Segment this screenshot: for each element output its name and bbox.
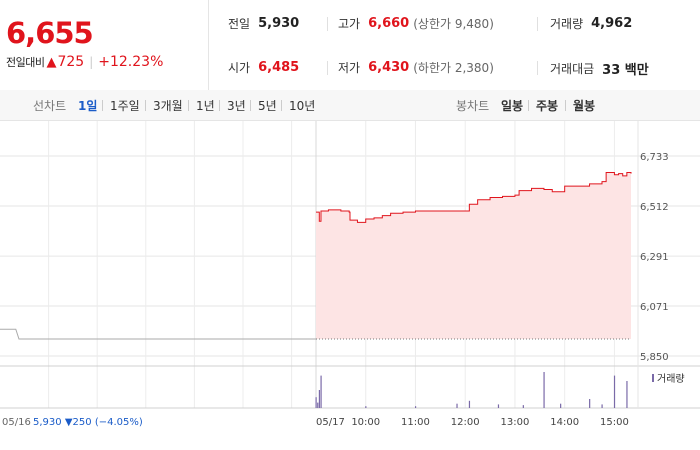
prev-day-date: 05/16 — [2, 417, 31, 428]
stat-value: 6,430 — [368, 60, 410, 75]
volume-bar — [601, 404, 603, 408]
stat-turnover: 거래대금 33 백만 — [550, 59, 649, 78]
stat-high: 고가 6,660 (상한가 9,480) — [338, 15, 494, 32]
tab-divider — [565, 100, 566, 111]
stats-panel: 전일 5,930 고가 6,660 (상한가 9,480) 거래량 4,962 … — [209, 0, 700, 90]
prev-day-summary: 5,930 ▼250 (−4.05%) — [33, 417, 143, 428]
tab-1w[interactable]: 1주일 — [110, 99, 140, 113]
x-tick-label: 14:00 — [550, 417, 579, 428]
change-row: 전일대비 ▲ 725 | +12.23% — [6, 54, 163, 70]
tab-10y[interactable]: 10년 — [289, 99, 316, 113]
change-divider: | — [89, 55, 94, 69]
volume-bar — [497, 404, 500, 408]
stat-value: 33 백만 — [602, 63, 649, 78]
volume-bar — [543, 372, 545, 408]
quote-header: 6,655 전일대비 ▲ 725 | +12.23% 전일 5,930 고가 6… — [0, 0, 700, 91]
prev-day-line — [0, 328, 316, 340]
today-price-line — [316, 172, 632, 223]
y-tick-label: 6,512 — [640, 202, 669, 213]
lower-limit: (하한가 2,380) — [413, 61, 494, 75]
upper-limit: (상한가 9,480) — [413, 17, 494, 31]
tab-3y[interactable]: 3년 — [227, 99, 246, 113]
stat-prev-close: 전일 5,930 — [228, 15, 299, 32]
tab-divider — [188, 100, 189, 111]
tab-divider — [281, 100, 282, 111]
volume-bar — [318, 390, 321, 408]
x-tick-label: 10:00 — [351, 417, 380, 428]
volume-bar — [456, 403, 458, 408]
tab-weekly[interactable]: 주봉 — [536, 99, 559, 113]
volume-legend-swatch — [652, 374, 654, 382]
stat-open: 시가 6,485 — [228, 59, 299, 76]
prev-day-close: 5,930 — [33, 417, 62, 428]
tab-1d[interactable]: 1일 — [78, 99, 98, 113]
change-amount: 725 — [57, 54, 85, 70]
stat-label: 거래량 — [550, 17, 584, 31]
volume-bar — [522, 405, 524, 408]
price-chart: 6,733 6,512 6,291 6,071 5,850 거래량 05/17 10:00… — [0, 121, 700, 428]
divider — [537, 17, 538, 31]
volume-bar — [613, 375, 616, 408]
volume-bar — [414, 406, 417, 408]
stat-volume: 거래량 4,962 — [550, 15, 632, 32]
x-tick-label: 13:00 — [501, 417, 530, 428]
price-box: 6,655 전일대비 ▲ 725 | +12.23% — [0, 0, 209, 90]
y-tick-label: 6,733 — [640, 152, 669, 163]
tab-divider — [250, 100, 251, 111]
tab-daily[interactable]: 일봉 — [501, 99, 524, 113]
volume-bar — [365, 406, 367, 408]
x-tick-label: 05/17 — [316, 417, 345, 428]
tab-3m[interactable]: 3개월 — [153, 99, 183, 113]
stat-label: 전일 — [228, 17, 251, 31]
tab-divider — [219, 100, 220, 111]
change-label: 전일대비 — [6, 56, 45, 69]
prev-day-change: 250 — [73, 417, 92, 428]
stat-label: 저가 — [338, 61, 361, 75]
line-chart-title: 선차트 — [33, 99, 67, 113]
tab-divider — [528, 100, 529, 111]
stat-label: 고가 — [338, 17, 361, 31]
volume-bar — [468, 400, 471, 408]
volume-legend-label: 거래량 — [657, 373, 685, 385]
stat-label: 시가 — [228, 61, 251, 75]
volume-bar — [320, 375, 322, 408]
volume-bar — [317, 402, 319, 408]
volume-bars — [315, 372, 628, 408]
divider — [327, 17, 328, 31]
x-tick-label: 12:00 — [451, 417, 480, 428]
up-arrow-icon: ▲ — [46, 54, 57, 70]
volume-bar — [560, 403, 562, 408]
volume-bar — [626, 381, 628, 408]
prev-day-change-pct: (−4.05%) — [95, 417, 143, 428]
y-axis-labels: 6,733 6,512 6,291 6,071 5,850 — [640, 152, 669, 363]
x-axis-labels: 05/17 10:00 11:00 12:00 13:00 14:00 15:00 — [316, 417, 629, 428]
stat-value: 5,930 — [258, 16, 300, 31]
chart-tabs: 선차트 1일 1주일 3개월 1년 3년 5년 10년 봉차트 일봉 주봉 월봉 — [0, 90, 700, 121]
price-area — [316, 172, 631, 340]
tab-1y[interactable]: 1년 — [196, 99, 215, 113]
stat-value: 6,660 — [368, 16, 410, 31]
y-tick-label: 6,071 — [640, 302, 669, 313]
tab-divider — [145, 100, 146, 111]
tab-divider — [102, 100, 103, 111]
volume-bar — [315, 397, 317, 408]
divider — [327, 61, 328, 75]
stat-value: 6,485 — [258, 60, 300, 75]
current-price: 6,655 — [6, 16, 94, 50]
tab-monthly[interactable]: 월봉 — [573, 99, 596, 113]
tab-5y[interactable]: 5년 — [258, 99, 277, 113]
candle-chart-title: 봉차트 — [456, 99, 490, 113]
y-tick-label: 5,850 — [640, 352, 669, 363]
stat-value: 4,962 — [591, 16, 633, 31]
divider — [537, 61, 538, 75]
volume-bar — [589, 399, 591, 408]
stat-label: 거래대금 — [550, 62, 595, 76]
down-arrow-icon: ▼ — [65, 417, 73, 428]
change-percent: +12.23% — [98, 54, 164, 70]
x-tick-label: 11:00 — [401, 417, 430, 428]
stat-low: 저가 6,430 (하한가 2,380) — [338, 59, 494, 76]
x-tick-label: 15:00 — [600, 417, 629, 428]
y-tick-label: 6,291 — [640, 252, 669, 263]
